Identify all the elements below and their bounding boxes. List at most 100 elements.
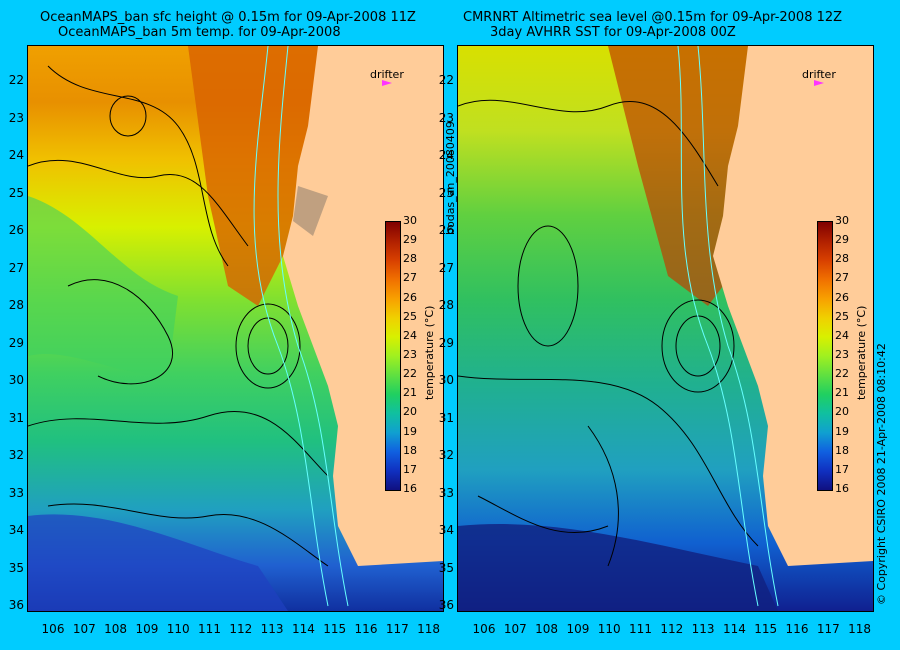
latitude-label: 28: [8, 298, 24, 312]
latitude-label: 30: [438, 373, 454, 387]
colorbar-tick-label: 25: [403, 309, 417, 323]
longitude-label: 115: [754, 622, 778, 636]
latitude-label: 36: [8, 598, 24, 612]
longitude-label: 114: [722, 622, 746, 636]
left-colorbar-ticks: 30 29 28 27 26 25 24 23 22 21 20 19 18 17 16: [385, 214, 425, 495]
colorbar-tick-label: 17: [403, 462, 417, 476]
latitude-label: 27: [438, 260, 454, 275]
right-drifter-icon: [814, 80, 824, 86]
latitude-label: 34: [8, 523, 24, 537]
longitude-label: 107: [503, 622, 527, 636]
latitude-label: 34: [438, 523, 454, 537]
warm-core: [188, 46, 328, 306]
longitude-label: 106: [472, 622, 496, 636]
longitude-label: 106: [41, 622, 65, 636]
longitude-label: 108: [535, 622, 559, 636]
cool-band: [28, 196, 178, 376]
longitude-label: 117: [816, 622, 840, 636]
latitude-label: 25: [8, 185, 24, 200]
left-map-panel: [27, 45, 444, 612]
right-colorbar-ticks: 30 29 28 27 26 25 24 23 22 21 20 19 18 17 16: [817, 214, 857, 495]
latitude-label: 31: [438, 410, 454, 425]
latitude-label: 35: [438, 560, 454, 575]
colorbar-tick-label: 20: [403, 405, 417, 419]
latitude-label: 26: [8, 223, 24, 237]
longitude-label: 117: [385, 622, 409, 636]
bathymetry-lines: [677, 46, 779, 607]
latitude-label: 35: [8, 560, 24, 575]
latitude-label: 30: [8, 373, 24, 387]
bathymetry-lines: [253, 46, 349, 607]
latitude-label: 31: [8, 410, 24, 425]
latitude-label: 23: [438, 110, 454, 125]
colorbar-tick-label: 28: [835, 252, 849, 266]
latitude-label: 26: [438, 223, 454, 237]
colorbar-tick-label: 18: [835, 443, 849, 457]
latitude-label: 36: [438, 598, 454, 612]
latitude-label: 24: [8, 148, 24, 162]
longitude-label: 115: [323, 622, 347, 636]
latitude-label: 25: [438, 185, 454, 200]
longitude-label: 112: [660, 622, 684, 636]
colorbar-tick-label: 17: [835, 462, 849, 476]
latitude-label: 22: [8, 73, 24, 87]
land-mass: [283, 46, 443, 566]
longitude-label: 113: [691, 622, 715, 636]
colorbar-tick-label: 22: [403, 367, 417, 381]
colorbar-tick-label: 27: [403, 271, 417, 285]
longitude-label: 110: [166, 622, 190, 636]
latitude-label: 32: [438, 448, 454, 462]
longitude-label: 107: [72, 622, 96, 636]
right-map-panel: [457, 45, 874, 612]
longitude-label: 111: [198, 622, 221, 636]
colorbar-tick-label: 26: [403, 290, 417, 304]
right-title-line2: 3day AVHRR SST for 09-Apr-2008 00Z: [490, 25, 736, 40]
deep-blue: [28, 514, 288, 611]
right-drifter-label: drifter: [802, 68, 836, 81]
right-title-line1: CMRNRT Altimetric sea level @0.15m for 0…: [463, 10, 843, 25]
latitude-label: 33: [8, 485, 24, 500]
latitude-label: 29: [438, 335, 454, 350]
longitude-label: 110: [597, 622, 621, 636]
colorbar-tick-label: 21: [835, 386, 849, 400]
colorbar-tick-label: 20: [835, 405, 849, 419]
colorbar-tick-label: 18: [403, 443, 417, 457]
colorbar-tick-label: 26: [835, 290, 849, 304]
left-title-line2: OceanMAPS_ban 5m temp. for 09-Apr-2008: [58, 25, 341, 40]
longitude-label: 116: [785, 622, 809, 636]
latitude-label: 33: [438, 485, 454, 500]
left-title-line1: OceanMAPS_ban sfc height @ 0.15m for 09-…: [40, 10, 416, 25]
run-id-text: bodas_an_20080409: [444, 121, 457, 235]
latitude-label: 22: [438, 73, 454, 87]
colorbar-tick-label: 23: [403, 348, 417, 361]
longitude-label: 109: [135, 622, 159, 636]
colorbar-tick-label: 30: [403, 214, 417, 227]
colorbar-tick-label: 23: [835, 348, 849, 361]
left-drifter-label: drifter: [370, 68, 404, 81]
colorbar-tick-label: 25: [835, 309, 849, 323]
sea-level-contours: [458, 99, 759, 567]
longitude-label: 108: [104, 622, 128, 636]
colorbar-tick-label: 16: [403, 482, 417, 495]
deep-blue: [458, 524, 778, 611]
latitude-label: 24: [438, 148, 454, 162]
longitude-label: 109: [566, 622, 590, 636]
colorbar-tick-label: 29: [835, 233, 849, 247]
colorbar-tick-label: 19: [835, 424, 849, 438]
sea-level-contours: [28, 65, 329, 567]
latitude-label: 27: [8, 260, 24, 275]
right-colorbar-label: temperature (°C): [855, 305, 868, 400]
colorbar-tick-label: 24: [403, 328, 417, 342]
copyright-text: © Copyright CSIRO 2008 21-Apr-2008 08:10…: [875, 343, 888, 605]
left-colorbar: [385, 221, 401, 491]
colorbar-tick-label: 19: [403, 424, 417, 438]
latitude-label: 28: [438, 298, 454, 312]
colorbar-tick-label: 30: [835, 214, 849, 227]
coastal-feature: [293, 186, 328, 236]
latitude-label: 23: [8, 110, 24, 125]
longitude-label: 118: [417, 622, 441, 636]
longitude-label: 116: [354, 622, 378, 636]
right-colorbar: [817, 221, 833, 491]
left-map-svg: [28, 46, 443, 611]
colorbar-tick-label: 24: [835, 328, 849, 342]
